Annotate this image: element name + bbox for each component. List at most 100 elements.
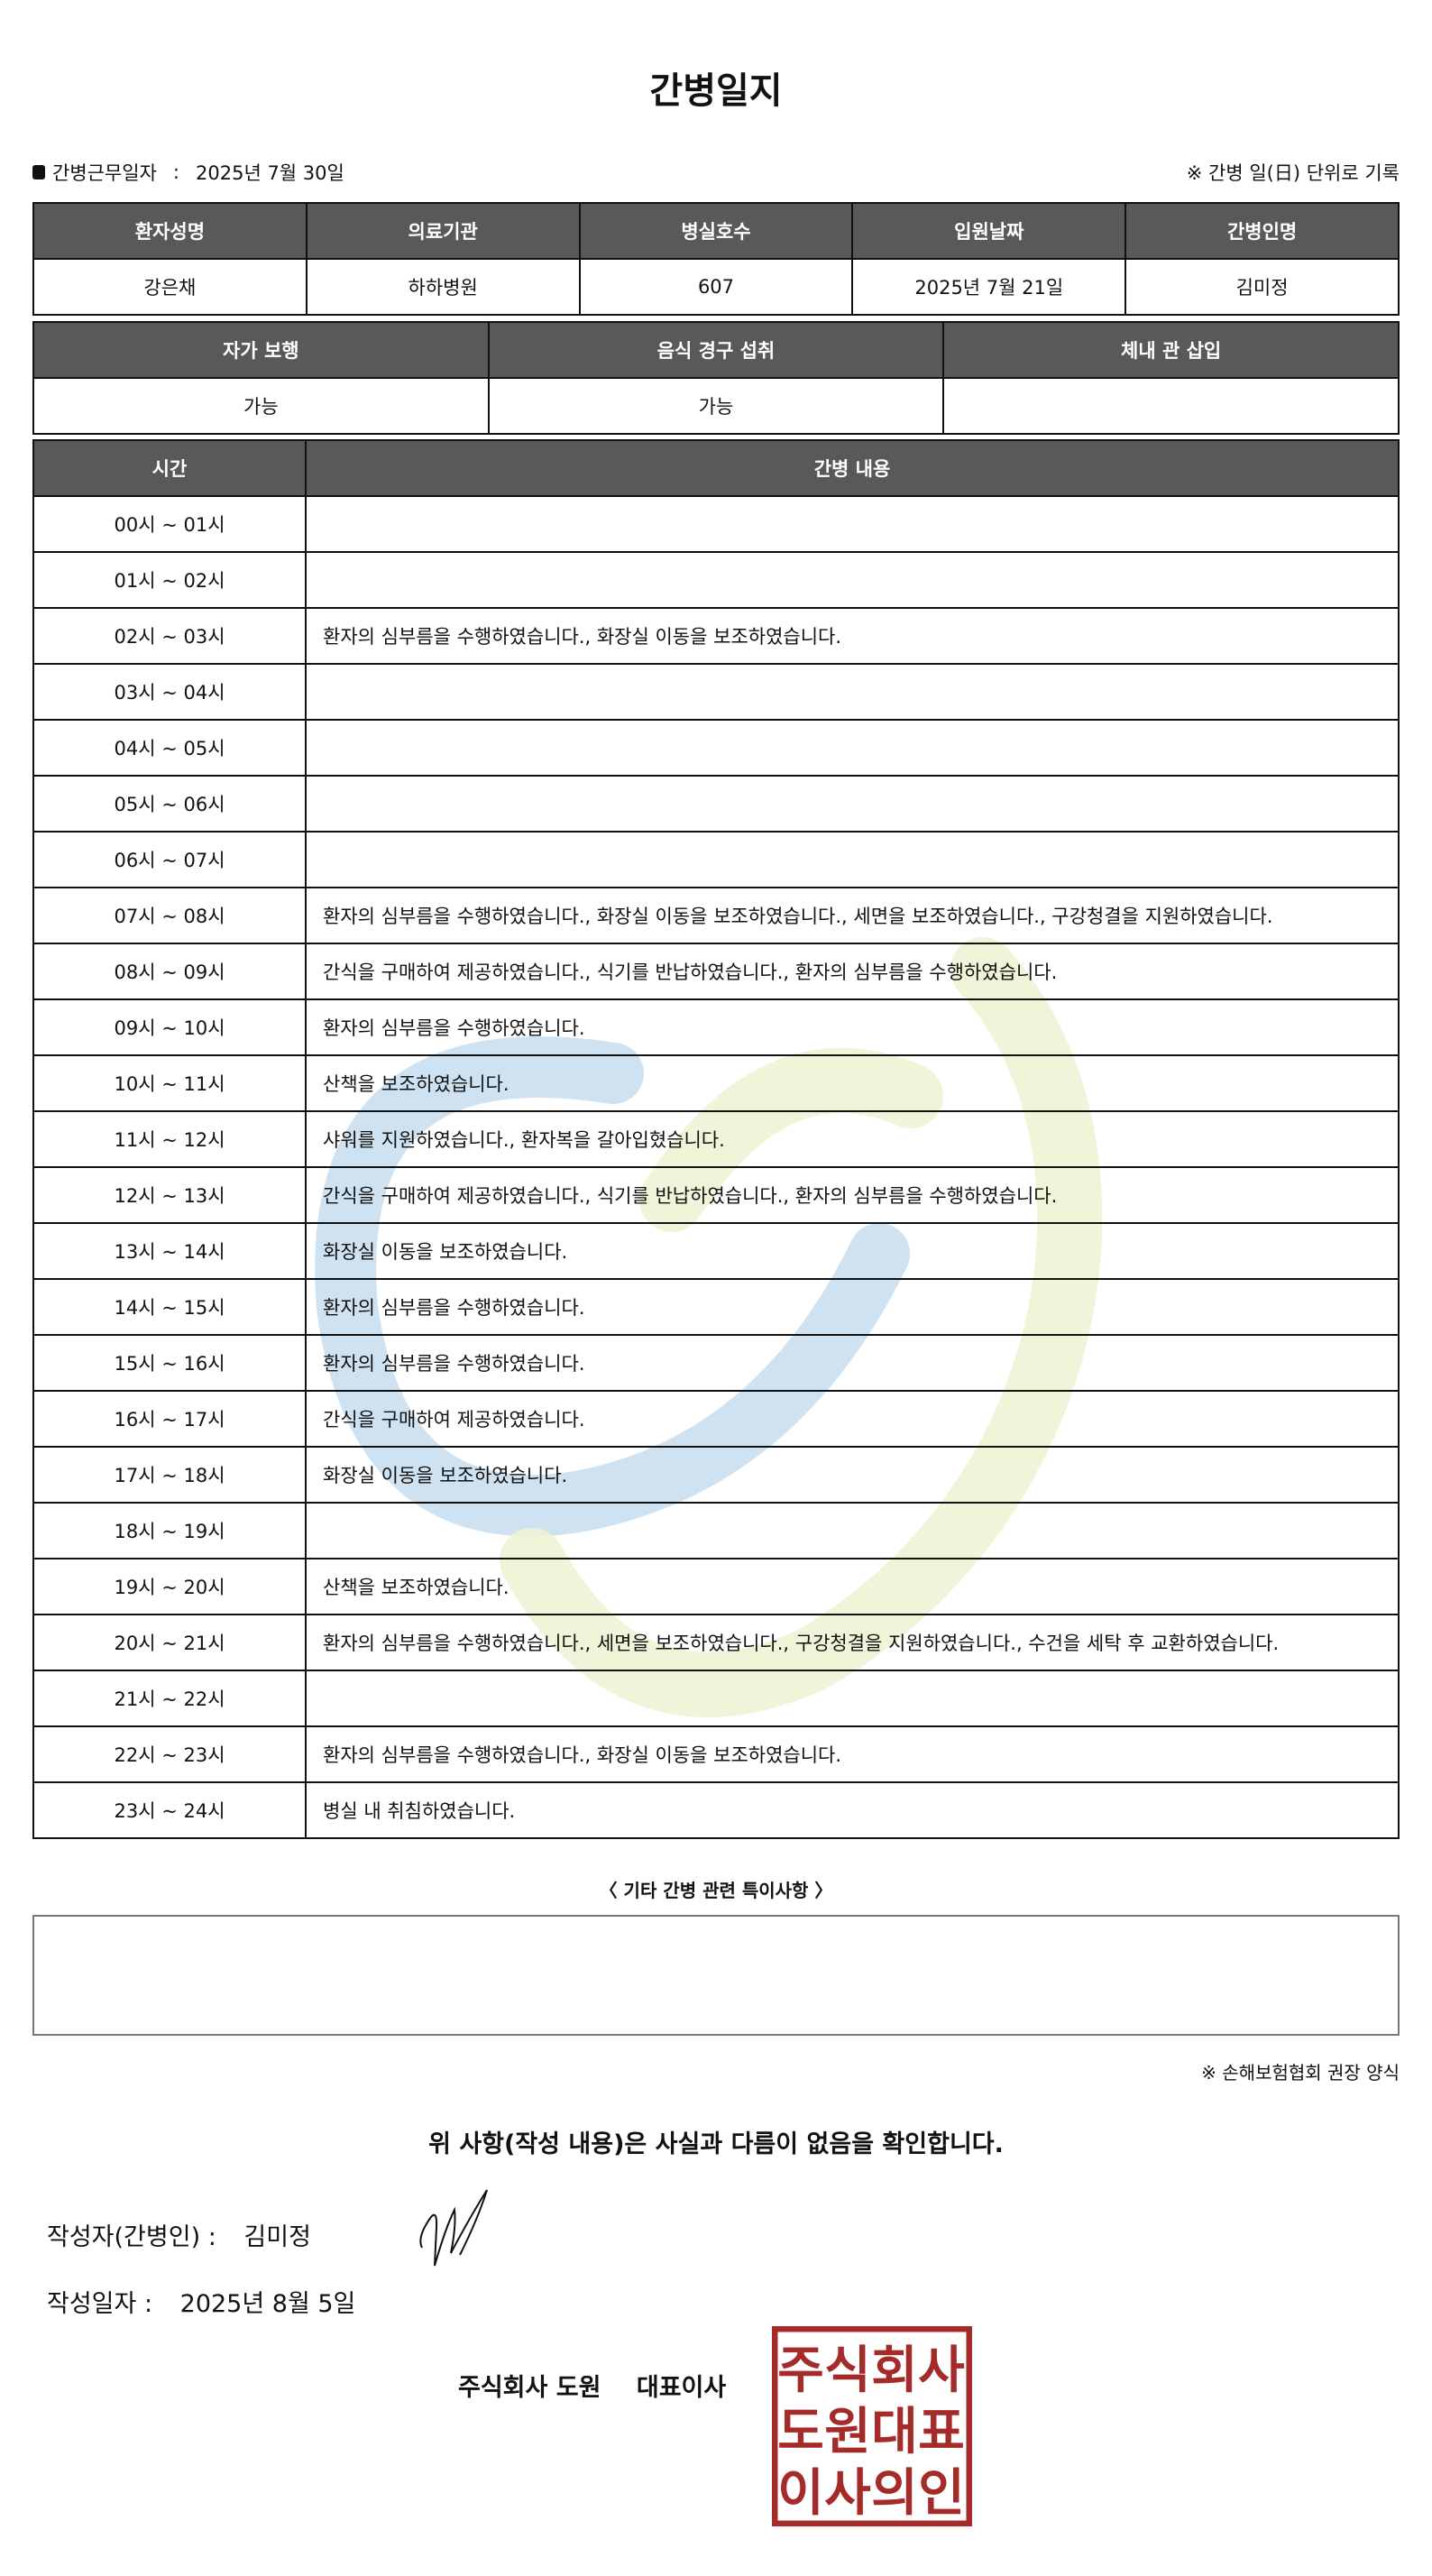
- care-log-table: 시간 간병 내용 00시 ~ 01시 01시 ~ 02시 02시 ~ 03시 환자의 …: [32, 439, 1400, 1839]
- header-walking: 자가 보행: [32, 321, 490, 379]
- content-cell: [305, 1670, 1400, 1727]
- table-row: 13시 ~ 14시 화장실 이동을 보조하였습니다.: [32, 1222, 1400, 1280]
- time-cell: 13시 ~ 14시: [32, 1222, 307, 1280]
- status-table: 자가 보행 음식 경구 섭취 체내 관 삽입 가능 가능: [32, 321, 1400, 435]
- write-date-label: 작성일자 :: [47, 2290, 153, 2318]
- company-signature: 주식회사 도원 대표이사: [458, 2368, 726, 2403]
- time-cell: 15시 ~ 16시: [32, 1334, 307, 1392]
- content-cell: 화장실 이동을 보조하였습니다.: [305, 1446, 1400, 1504]
- table-row: 08시 ~ 09시 간식을 구매하여 제공하였습니다., 식기를 반납하였습니다.…: [32, 943, 1400, 1000]
- table-row: 23시 ~ 24시 병실 내 취침하였습니다.: [32, 1781, 1400, 1839]
- company-name: 주식회사 도원: [458, 2374, 601, 2402]
- content-cell: 산책을 보조하였습니다.: [305, 1558, 1400, 1615]
- writer: 작성자(간병인) : 김미정: [47, 2217, 311, 2252]
- time-cell: 23시 ~ 24시: [32, 1781, 307, 1839]
- table-row: 02시 ~ 03시 환자의 심부름을 수행하였습니다., 화장실 이동을 보조하였…: [32, 607, 1400, 665]
- time-cell: 18시 ~ 19시: [32, 1502, 307, 1559]
- content-cell: [305, 663, 1400, 721]
- signature: [419, 2189, 488, 2267]
- table-row: 17시 ~ 18시 화장실 이동을 보조하였습니다.: [32, 1446, 1400, 1504]
- header-content: 간병 내용: [305, 439, 1400, 497]
- seal-char: 회: [871, 2341, 918, 2400]
- content-cell: 간식을 구매하여 제공하였습니다., 식기를 반납하였습니다., 환자의 심부름…: [305, 943, 1400, 1000]
- time-cell: 04시 ~ 05시: [32, 719, 307, 777]
- record-note: ※ 간병 일(日) 단위로 기록: [1186, 162, 1400, 184]
- oral-intake: 가능: [487, 377, 945, 435]
- table-row: 09시 ~ 10시 환자의 심부름을 수행하였습니다.: [32, 998, 1400, 1056]
- time-cell: 10시 ~ 11시: [32, 1054, 307, 1112]
- time-cell: 00시 ~ 01시: [32, 495, 307, 553]
- table-row: 18시 ~ 19시: [32, 1502, 1400, 1559]
- walking: 가능: [32, 377, 490, 435]
- content-cell: 간식을 구매하여 제공하였습니다., 식기를 반납하였습니다., 환자의 심부름…: [305, 1166, 1400, 1224]
- confirm-statement: 위 사항(작성 내용)은 사실과 다름이 없음을 확인합니다.: [428, 2130, 1004, 2158]
- time-cell: 01시 ~ 02시: [32, 551, 307, 609]
- table-row: 15시 ~ 16시 환자의 심부름을 수행하였습니다.: [32, 1334, 1400, 1392]
- header-oral-intake: 음식 경구 섭취: [487, 321, 945, 379]
- seal-char: 의: [871, 2464, 918, 2523]
- seal-char: 인: [918, 2464, 965, 2523]
- bullet-icon: [32, 165, 45, 179]
- table-row: 07시 ~ 08시 환자의 심부름을 수행하였습니다., 화장실 이동을 보조하였…: [32, 887, 1400, 944]
- content-cell: [305, 1502, 1400, 1559]
- content-cell: [305, 775, 1400, 833]
- header-patient-name: 환자성명: [32, 202, 308, 260]
- content-cell: 간식을 구매하여 제공하였습니다.: [305, 1390, 1400, 1448]
- caregiver: 김미정: [1124, 258, 1400, 316]
- write-date-value: 2025년 8월 5일: [179, 2290, 356, 2318]
- etc-label: 〈 기타 간병 관련 특이사항 〉: [599, 1880, 833, 1901]
- content-cell: 산책을 보조하였습니다.: [305, 1054, 1400, 1112]
- time-cell: 22시 ~ 23시: [32, 1725, 307, 1783]
- table-row: 10시 ~ 11시 산책을 보조하였습니다.: [32, 1054, 1400, 1112]
- table-row: 01시 ~ 02시: [32, 551, 1400, 609]
- form-note: ※ 손해보험협회 권장 양식: [1201, 2062, 1400, 2084]
- table-row: 14시 ~ 15시 환자의 심부름을 수행하였습니다.: [32, 1278, 1400, 1336]
- time-cell: 06시 ~ 07시: [32, 831, 307, 888]
- time-cell: 12시 ~ 13시: [32, 1166, 307, 1224]
- header-tube: 체내 관 삽입: [942, 321, 1400, 379]
- content-cell: 샤워를 지원하였습니다., 환자복을 갈아입혔습니다.: [305, 1110, 1400, 1168]
- table-row: 21시 ~ 22시: [32, 1670, 1400, 1727]
- table-row: 05시 ~ 06시: [32, 775, 1400, 833]
- table-row: 11시 ~ 12시 샤워를 지원하였습니다., 환자복을 갈아입혔습니다.: [32, 1110, 1400, 1168]
- hospital: 하하병원: [305, 258, 581, 316]
- page-title: 간병일지: [649, 70, 783, 112]
- time-cell: 02시 ~ 03시: [32, 607, 307, 665]
- table-row: 19시 ~ 20시 산책을 보조하였습니다.: [32, 1558, 1400, 1615]
- room: 607: [578, 258, 854, 316]
- work-date-label: 간병근무일자: [52, 162, 157, 184]
- time-cell: 09시 ~ 10시: [32, 998, 307, 1056]
- content-cell: 환자의 심부름을 수행하였습니다., 화장실 이동을 보조하였습니다., 세면을…: [305, 887, 1400, 944]
- content-cell: 환자의 심부름을 수행하였습니다.: [305, 1334, 1400, 1392]
- content-cell: [305, 495, 1400, 553]
- content-cell: 환자의 심부름을 수행하였습니다., 화장실 이동을 보조하였습니다.: [305, 607, 1400, 665]
- time-cell: 16시 ~ 17시: [32, 1390, 307, 1448]
- table-row: 22시 ~ 23시 환자의 심부름을 수행하였습니다., 화장실 이동을 보조하였…: [32, 1725, 1400, 1783]
- seal-char: 사: [824, 2464, 871, 2523]
- table-row: 00시 ~ 01시: [32, 495, 1400, 553]
- seal-char: 사: [918, 2341, 965, 2400]
- time-cell: 03시 ~ 04시: [32, 663, 307, 721]
- table-row: 12시 ~ 13시 간식을 구매하여 제공하였습니다., 식기를 반납하였습니다.…: [32, 1166, 1400, 1224]
- ceo-title: 대표이사: [636, 2374, 727, 2402]
- admit-date: 2025년 7월 21일: [851, 258, 1127, 316]
- header-room: 병실호수: [578, 202, 854, 260]
- seal-char: 도: [777, 2403, 824, 2461]
- time-cell: 07시 ~ 08시: [32, 887, 307, 944]
- seal-char: 이: [777, 2464, 824, 2523]
- content-cell: 병실 내 취침하였습니다.: [305, 1781, 1400, 1839]
- time-cell: 21시 ~ 22시: [32, 1670, 307, 1727]
- seal-char: 식: [824, 2341, 871, 2400]
- time-cell: 14시 ~ 15시: [32, 1278, 307, 1336]
- header-hospital: 의료기관: [305, 202, 581, 260]
- time-cell: 11시 ~ 12시: [32, 1110, 307, 1168]
- content-cell: [305, 831, 1400, 888]
- company-seal: 주 식 회 사도 원 대 표이 사 의 인: [772, 2326, 972, 2526]
- work-date-value: 2025년 7월 30일: [196, 162, 344, 184]
- write-date: 작성일자 : 2025년 8월 5일: [47, 2284, 355, 2319]
- content-cell: [305, 551, 1400, 609]
- content-cell: [305, 719, 1400, 777]
- seal-char: 원: [824, 2403, 871, 2461]
- time-cell: 05시 ~ 06시: [32, 775, 307, 833]
- writer-label: 작성자(간병인) :: [47, 2223, 216, 2251]
